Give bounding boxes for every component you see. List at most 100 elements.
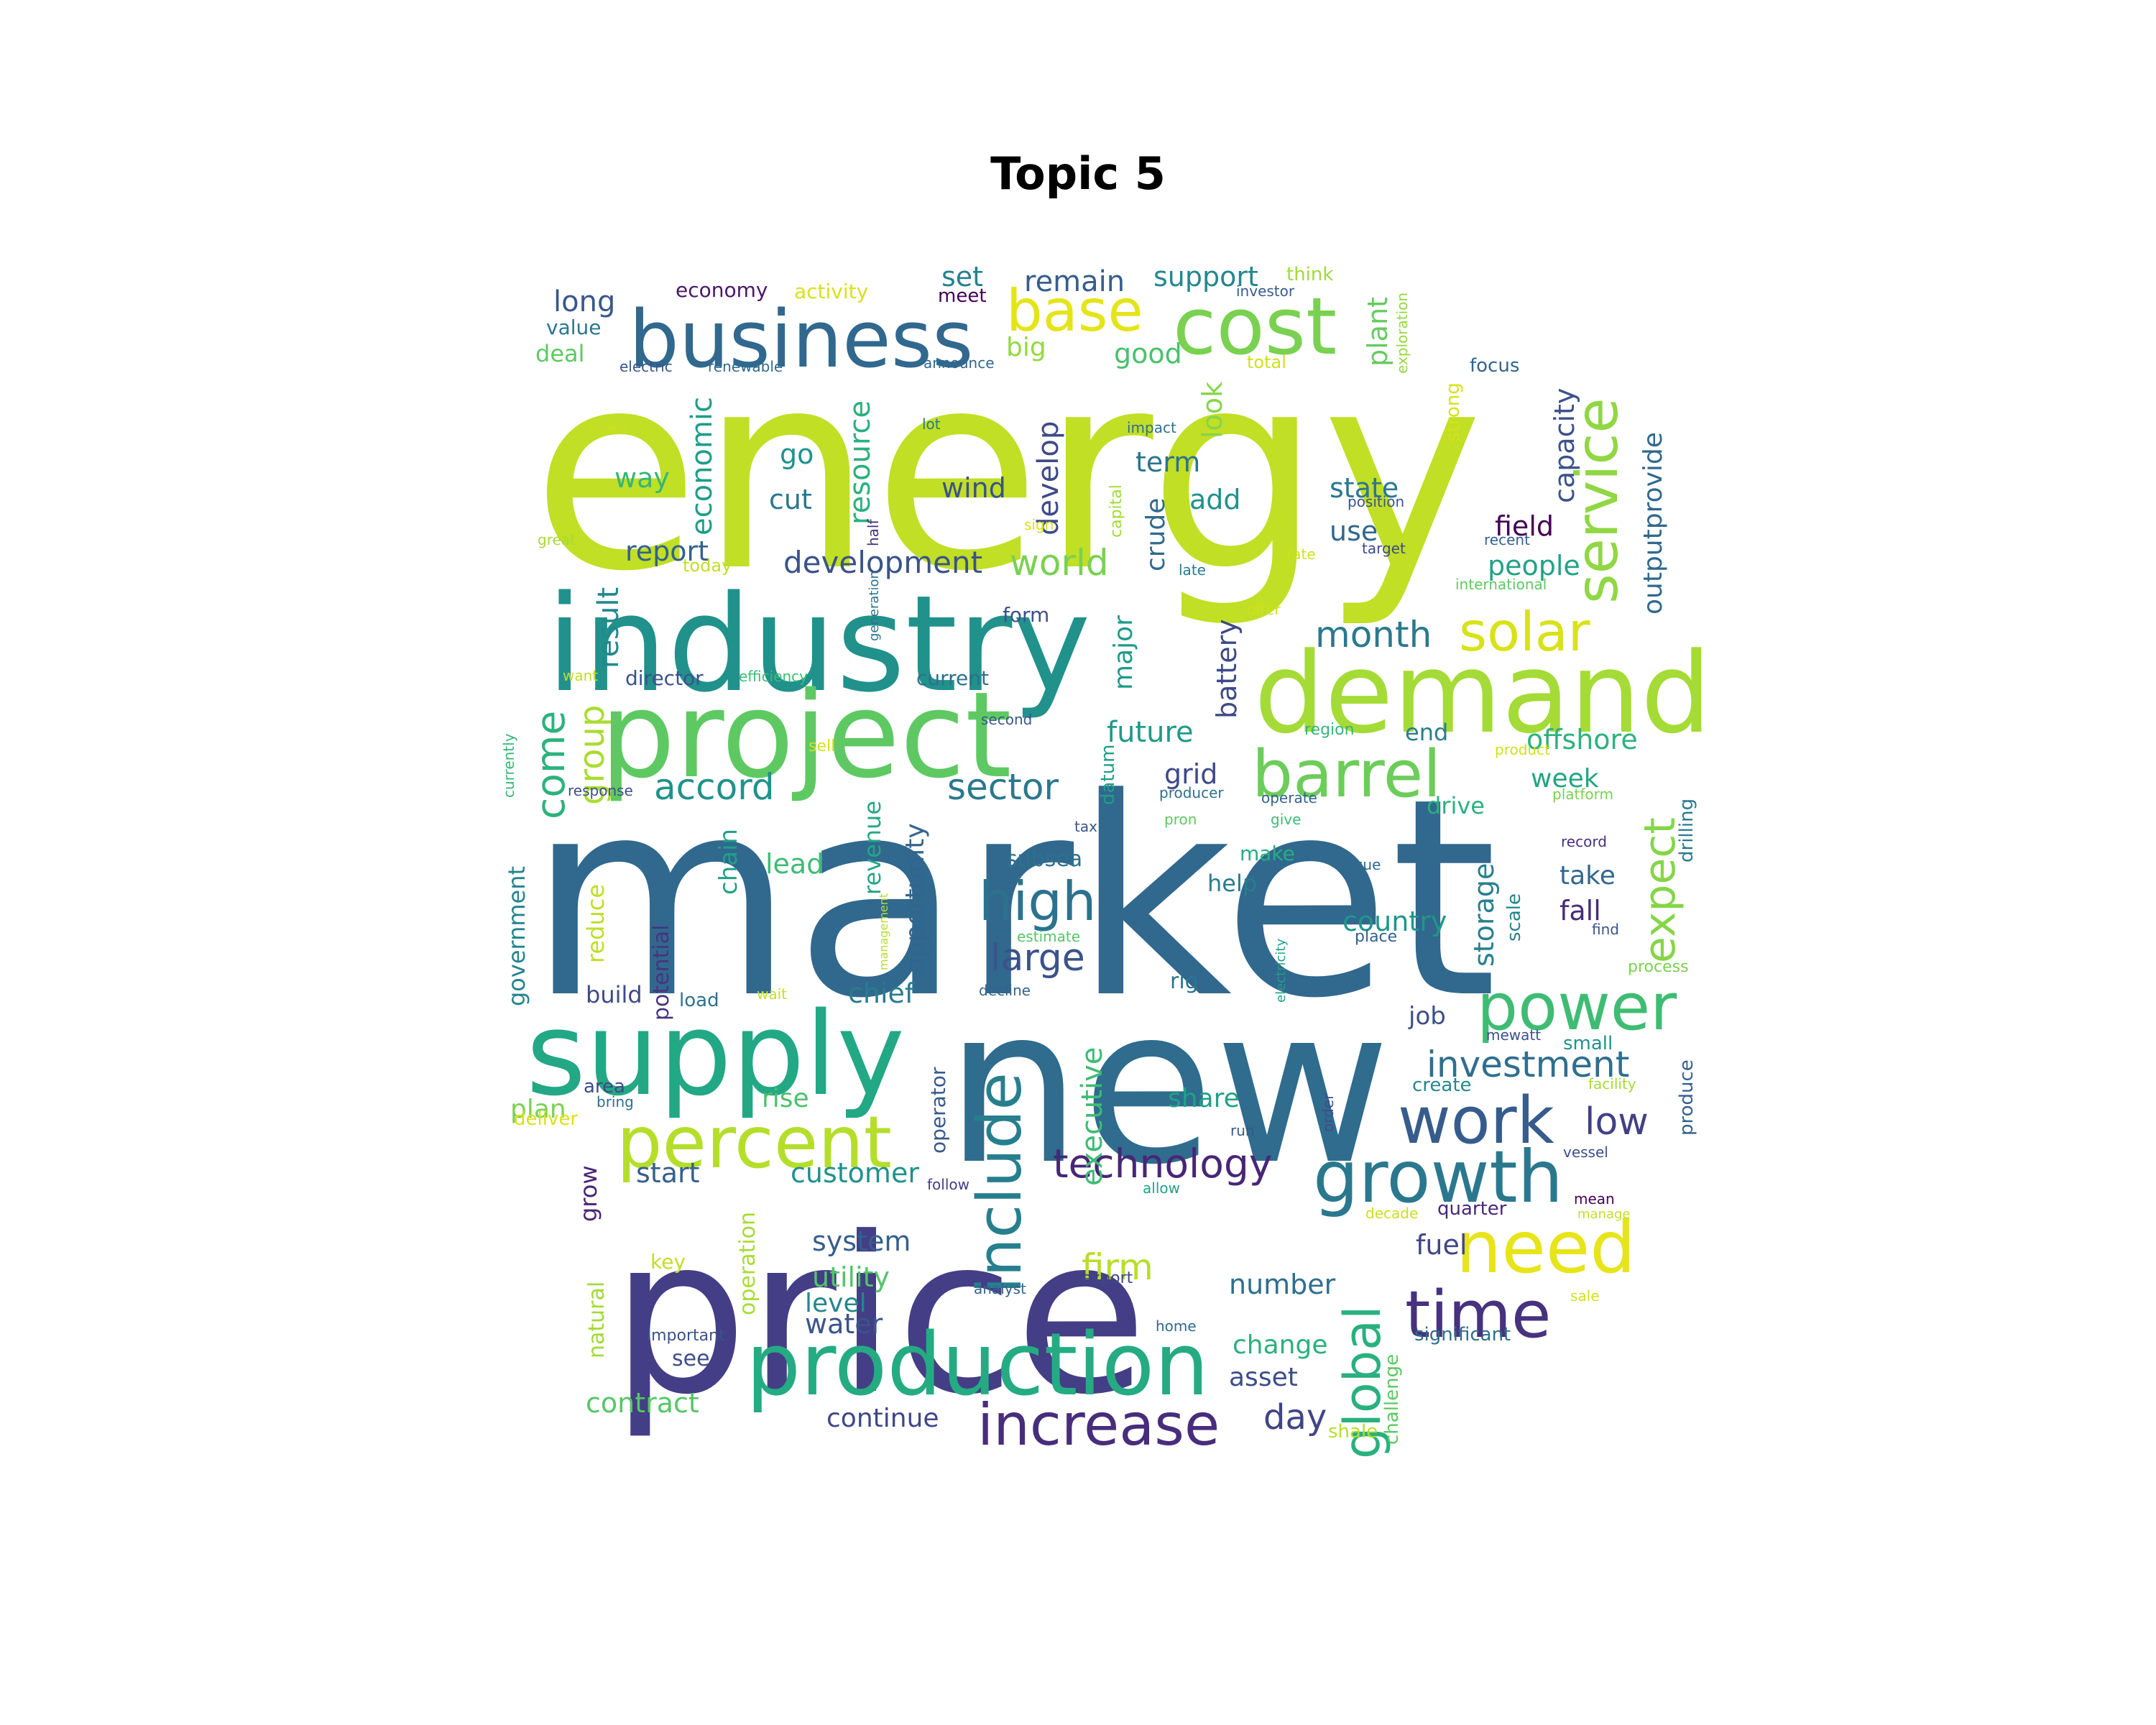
- word-fall: fall: [1560, 895, 1601, 926]
- word-total: total: [1247, 352, 1286, 372]
- word-accord: accord: [654, 766, 775, 808]
- word-sector: sector: [947, 766, 1059, 808]
- word-chief: chief: [848, 978, 916, 1009]
- word-economy: economy: [676, 278, 768, 302]
- word-country: country: [1342, 906, 1447, 937]
- word-efficiency: efficiency: [739, 668, 808, 685]
- word-allow: allow: [1143, 1179, 1180, 1197]
- word-electric: electric: [619, 358, 673, 375]
- word-value: value: [546, 316, 601, 339]
- word-today: today: [683, 556, 732, 576]
- word-global: global: [1333, 1306, 1392, 1460]
- word-analyst: analyst: [974, 1280, 1026, 1297]
- word-decline: decline: [979, 982, 1031, 999]
- word-chain: chain: [714, 829, 743, 895]
- word-number: number: [1229, 1269, 1336, 1300]
- word-late: late: [1179, 561, 1206, 579]
- word-investment: investment: [1427, 1044, 1629, 1085]
- word-use: use: [1330, 515, 1378, 547]
- word-order: order: [1319, 1093, 1337, 1132]
- word-sale: sale: [1570, 1287, 1600, 1305]
- word-deal: deal: [535, 340, 585, 367]
- word-mewatt: mewatt: [1486, 1026, 1541, 1044]
- word-lot: lot: [922, 415, 941, 433]
- word-big: big: [1006, 333, 1046, 362]
- word-subsea: subsea: [1006, 847, 1082, 872]
- word-come: come: [528, 711, 573, 819]
- word-supply: supply: [526, 987, 905, 1121]
- word-think: think: [1286, 264, 1333, 285]
- word-wait: wait: [757, 985, 787, 1003]
- word-market: market: [528, 740, 1498, 1058]
- word-major: major: [1109, 615, 1138, 690]
- word-utility: utility: [812, 1261, 890, 1293]
- word-want: want: [563, 667, 598, 684]
- word-international: international: [1455, 576, 1547, 593]
- word-solar: solar: [1459, 600, 1590, 663]
- word-activity: activity: [794, 280, 868, 303]
- word-invest: invest: [586, 420, 630, 437]
- word-end: end: [1405, 719, 1448, 746]
- word-capital: capital: [1107, 484, 1125, 538]
- word-change: change: [1233, 1330, 1328, 1360]
- word-management: management: [877, 893, 890, 970]
- word-industry: industry: [546, 566, 1091, 722]
- word-investor: investor: [1236, 282, 1295, 300]
- word-economic: economic: [686, 397, 719, 535]
- word-decade: decade: [1365, 1205, 1418, 1222]
- word-day: day: [1263, 1397, 1327, 1438]
- word-good: good: [1114, 338, 1182, 369]
- word-produce: produce: [1676, 1059, 1697, 1136]
- word-announce: announce: [923, 354, 995, 372]
- word-high: high: [979, 870, 1097, 933]
- word-mean: mean: [1574, 1190, 1615, 1208]
- word-base: base: [1006, 277, 1143, 344]
- word-technology: technology: [1053, 1141, 1272, 1187]
- word-focus: focus: [1470, 355, 1519, 377]
- word-executive: executive: [1076, 1047, 1109, 1186]
- word-job: job: [1408, 1002, 1446, 1031]
- word-percent: percent: [617, 1100, 892, 1184]
- word-low: low: [1585, 1100, 1649, 1144]
- word-product: product: [1495, 741, 1550, 758]
- word-build: build: [586, 981, 642, 1008]
- word-renewable: renewable: [708, 358, 783, 375]
- word-service: service: [1564, 397, 1631, 604]
- word-expect: expect: [1635, 817, 1685, 963]
- word-reduce: reduce: [582, 884, 609, 963]
- word-asset: asset: [1229, 1363, 1298, 1392]
- word-report: report: [625, 535, 709, 567]
- word-firm: firm: [1082, 1246, 1153, 1288]
- word-resource: resource: [844, 400, 877, 525]
- word-wind: wind: [941, 472, 1006, 504]
- word-strong: strong: [1442, 382, 1464, 442]
- word-people: people: [1488, 550, 1580, 581]
- word-tax: tax: [1074, 818, 1097, 835]
- word-state: state: [1330, 472, 1399, 504]
- word-group: group: [572, 705, 612, 805]
- word-natural: natural: [584, 1282, 609, 1358]
- word-need: need: [1456, 1205, 1636, 1289]
- word-power: power: [1477, 970, 1677, 1045]
- word-barrel: barrel: [1252, 737, 1441, 812]
- word-impact: impact: [1127, 419, 1176, 436]
- word-plant: plant: [1362, 297, 1393, 367]
- word-new: new: [945, 961, 1391, 1212]
- word-key: key: [650, 1250, 686, 1274]
- word-recent: recent: [1484, 531, 1530, 548]
- word-rig: rig: [1170, 969, 1199, 994]
- word-electricity: electricity: [1273, 939, 1289, 1003]
- word-operator: operator: [926, 1067, 950, 1154]
- word-term: term: [1135, 446, 1200, 478]
- word-help: help: [1207, 870, 1257, 897]
- word-grow: grow: [575, 1165, 602, 1222]
- word-director: director: [625, 666, 704, 690]
- word-follow: follow: [927, 1176, 969, 1193]
- word-datum: datum: [1097, 745, 1119, 805]
- word-find: find: [1592, 921, 1619, 938]
- word-region: region: [1304, 721, 1355, 739]
- word-demand: demand: [1254, 628, 1711, 758]
- word-development: development: [783, 545, 982, 580]
- word-process: process: [1628, 958, 1689, 976]
- word-see: see: [672, 1346, 710, 1371]
